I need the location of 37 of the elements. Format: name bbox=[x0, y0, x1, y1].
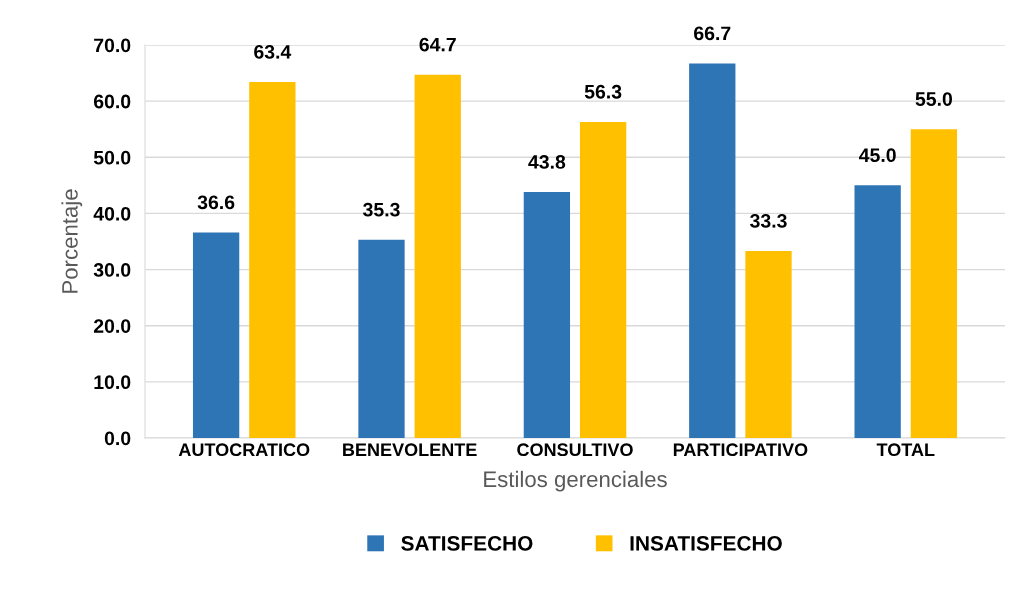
data-label: 45.0 bbox=[859, 148, 896, 163]
bar bbox=[579, 121, 627, 438]
x-tick-label: BENEVOLENTE bbox=[343, 443, 477, 457]
y-tick-label: 0.0 bbox=[104, 431, 131, 446]
x-tick-label: TOTAL bbox=[876, 443, 935, 457]
bar bbox=[358, 239, 405, 438]
y-tick-label: 70.0 bbox=[94, 38, 131, 53]
x-tick-label: CONSULTIVO bbox=[517, 443, 633, 457]
data-label: 33.3 bbox=[750, 213, 787, 228]
legend-label: SATISFECHO bbox=[401, 536, 533, 551]
data-label: 64.7 bbox=[419, 37, 456, 52]
legend-label: INSATISFECHO bbox=[630, 536, 782, 551]
y-tick-label: 20.0 bbox=[93, 319, 131, 333]
y-tick-label: 40.0 bbox=[93, 206, 131, 221]
bar bbox=[854, 185, 901, 438]
y-axis-title: Porcentaje bbox=[61, 189, 83, 293]
data-label: 55.0 bbox=[915, 92, 953, 106]
data-label: 56.3 bbox=[584, 84, 622, 99]
bar bbox=[414, 74, 461, 438]
x-axis-title: Estilos gerenciales bbox=[484, 470, 667, 492]
bar bbox=[910, 129, 958, 438]
bar bbox=[523, 192, 571, 438]
bar bbox=[249, 82, 296, 438]
y-tick-label: 60.0 bbox=[93, 94, 131, 109]
data-label: 36.6 bbox=[197, 195, 235, 210]
y-tick-label: 30.0 bbox=[93, 263, 131, 277]
bar bbox=[745, 251, 792, 438]
bar bbox=[192, 232, 240, 438]
data-label: 43.8 bbox=[528, 155, 566, 169]
data-label: 35.3 bbox=[363, 202, 400, 217]
data-label: 63.4 bbox=[254, 45, 292, 59]
bar bbox=[689, 63, 736, 438]
x-tick-label: PARTICIPATIVO bbox=[673, 443, 808, 457]
x-tick-label: AUTOCRATICO bbox=[178, 443, 310, 457]
y-tick-label: 10.0 bbox=[94, 375, 131, 390]
y-tick-label: 50.0 bbox=[93, 150, 131, 165]
data-label: 66.7 bbox=[694, 26, 731, 41]
